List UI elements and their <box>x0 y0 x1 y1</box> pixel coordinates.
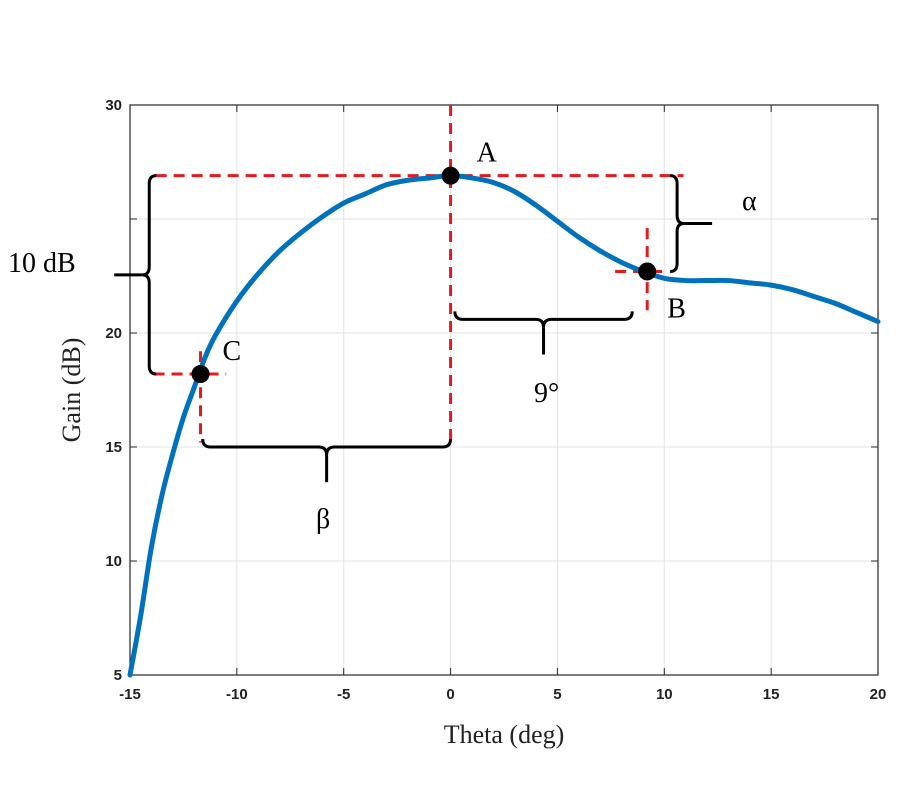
marker-c <box>191 365 210 384</box>
marker-label-c: C <box>223 336 242 367</box>
marker-label-b: B <box>667 293 686 324</box>
marker-b <box>638 262 657 281</box>
x-tick-label: -15 <box>119 686 141 703</box>
x-tick-label: 0 <box>446 686 454 703</box>
annotation-braces <box>114 174 713 483</box>
axes-frame <box>129 104 879 676</box>
annotation-10db: 10 dB <box>8 248 76 279</box>
x-tick-label: 5 <box>553 686 561 703</box>
y-tick-label: 5 <box>114 667 122 684</box>
x-axis-label: Theta (deg) <box>444 720 565 749</box>
axes <box>129 104 879 676</box>
y-tick-label: 30 <box>105 97 122 114</box>
marker-a <box>441 166 460 185</box>
marker-layer: A B C <box>191 138 686 384</box>
marker-label-a: A <box>477 138 498 169</box>
tick-labels: -15 -10 -5 0 5 10 15 20 5 10 15 20 30 <box>105 97 886 703</box>
y-axis-label: Gain (dB) <box>57 338 86 443</box>
x-tick-label: 20 <box>870 686 887 703</box>
x-tick-label: -5 <box>337 686 350 703</box>
annotation-9deg: 9° <box>534 378 559 409</box>
annotation-alpha: α <box>742 186 757 217</box>
y-tick-label: 20 <box>105 325 122 342</box>
x-tick-label: -10 <box>226 686 248 703</box>
y-tick-label: 15 <box>105 439 122 456</box>
annotation-beta: β <box>316 504 330 535</box>
plot-area <box>130 105 878 675</box>
y-tick-label: 10 <box>105 553 122 570</box>
x-tick-label: 10 <box>656 686 673 703</box>
x-tick-label: 15 <box>763 686 780 703</box>
